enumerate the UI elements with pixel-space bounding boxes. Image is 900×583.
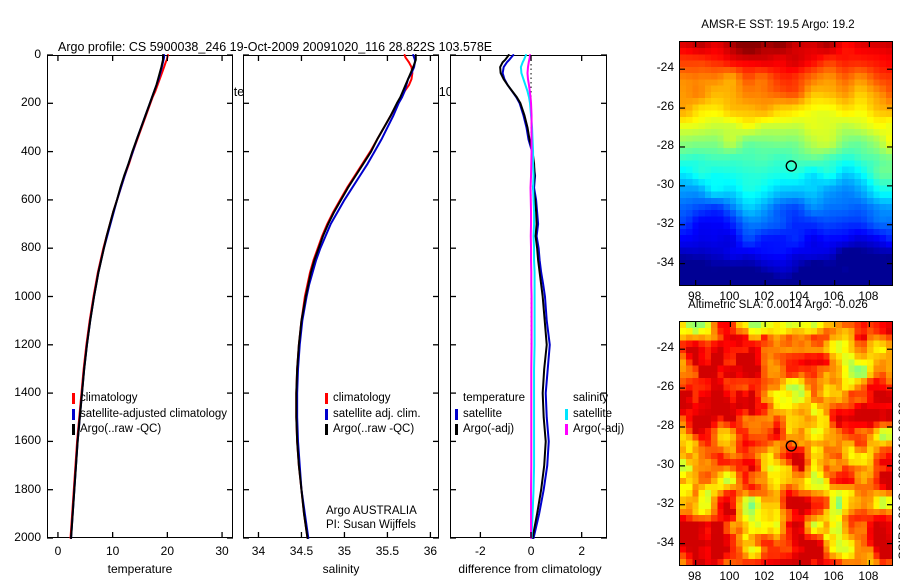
- axis-tick-label: -24: [656, 340, 674, 355]
- legend-color-swatch: [565, 408, 569, 420]
- axis-tick-label: 34: [251, 544, 266, 558]
- axis-tick-label: 1000: [14, 288, 41, 303]
- axis-tick-label: 104: [788, 569, 809, 583]
- legend-item: Argo(-adj): [455, 422, 525, 438]
- axis-tick-label: 600: [20, 191, 41, 206]
- axis-tick-label: 106: [823, 569, 844, 583]
- legend-label: satellite-adjusted climatology: [80, 407, 228, 420]
- csiro-credit: CSIRO 26-Oct-2009 10:30:22: [896, 401, 900, 560]
- legend-label: satellite: [573, 407, 613, 420]
- temperature-axis-label: temperature: [107, 562, 173, 576]
- salinity-profile-panel: [243, 55, 439, 538]
- axis-tick-label: -28: [656, 417, 674, 432]
- legend-color-swatch: [325, 408, 328, 420]
- legend-item: Argo(-adj): [565, 422, 624, 438]
- axis-tick-label: 200: [20, 95, 41, 110]
- salinity-profile-plot: [243, 54, 439, 539]
- legend-label: Argo(-adj): [463, 423, 515, 435]
- axis-tick-label: 400: [20, 143, 41, 158]
- sst-map-title: AMSR-E SST: 19.5 Argo: 19.2: [701, 19, 855, 31]
- salinity-axis-label: salinity: [322, 562, 360, 576]
- sla-map[interactable]: [679, 321, 893, 566]
- legend-item: climatology: [325, 391, 421, 407]
- legend-header: temperature: [463, 392, 526, 404]
- legend-item: satellite: [455, 407, 525, 423]
- axis-tick-label: 1800: [14, 481, 41, 496]
- axis-tick-label: -26: [656, 99, 674, 114]
- difference-axis-label: difference from climatology: [458, 562, 602, 576]
- axis-tick-label: 98: [687, 569, 702, 583]
- salinity-legend: climatology satellite adj. clim. Argo(..ra…: [325, 391, 421, 438]
- legend-color-swatch: [72, 424, 75, 436]
- axis-tick-label: 2000: [14, 530, 41, 544]
- legend-label: Argo(..raw -QC): [80, 423, 162, 435]
- legend-label: satellite: [463, 407, 502, 420]
- axis-tick-label: 35: [337, 544, 352, 558]
- axis-tick-label: 1600: [14, 433, 41, 448]
- axis-tick-label: 30: [215, 544, 229, 558]
- legend-item: satellite: [565, 407, 624, 423]
- legend-label: climatology: [80, 392, 138, 404]
- legend-item: satellite-adjusted climatology: [72, 407, 227, 423]
- legend-column: salinity satellite Argo(-adj): [565, 391, 624, 438]
- legend-column: temperature satellite Argo(-adj): [455, 391, 525, 438]
- legend-color-swatch: [72, 408, 75, 420]
- axis-tick-label: -34: [656, 254, 674, 269]
- temperature-profile-panel: [47, 55, 233, 538]
- sst-map[interactable]: [679, 41, 893, 286]
- axis-tick-label: 100: [719, 289, 740, 303]
- legend-label: climatology: [333, 392, 391, 404]
- temperature-legend: climatology satellite-adjusted climatolog…: [72, 391, 227, 438]
- legend-color-swatch: [325, 424, 328, 436]
- legend-color-swatch: [565, 424, 569, 436]
- axis-tick-label: 35.5: [375, 544, 400, 558]
- axis-tick-label: -2: [475, 544, 486, 558]
- axis-tick-label: 0: [34, 47, 41, 61]
- axis-tick-label: 800: [20, 240, 41, 255]
- axis-tick-label: 104: [788, 289, 809, 303]
- axis-tick-label: 10: [105, 544, 120, 558]
- axis-tick-label: -28: [656, 137, 674, 152]
- axis-tick-label: 108: [858, 569, 879, 583]
- legend-header: salinity: [573, 392, 609, 404]
- legend-item: climatology: [72, 391, 227, 407]
- axis-tick-label: 106: [823, 289, 844, 303]
- difference-profile-plot: [450, 54, 607, 539]
- axis-tick-label: 34.5: [289, 544, 314, 558]
- axis-tick-label: -34: [656, 534, 674, 549]
- axis-tick-label: 102: [754, 289, 775, 303]
- legend-label: Argo(..raw -QC): [333, 423, 415, 435]
- axis-tick-label: 100: [719, 569, 740, 583]
- legend-item: Argo(..raw -QC): [325, 422, 421, 438]
- difference-legend: temperature satellite Argo(-adj) salinity sa…: [455, 391, 624, 438]
- legend-color-swatch: [455, 424, 458, 436]
- legend-color-swatch: [455, 408, 458, 420]
- axis-tick-label: 0: [527, 544, 535, 558]
- legend-label: Argo(-adj): [573, 423, 625, 435]
- axis-tick-label: -24: [656, 60, 674, 75]
- temperature-profile-plot: [47, 54, 233, 539]
- axis-tick-label: 1200: [14, 336, 41, 351]
- legend-item: Argo(..raw -QC): [72, 422, 227, 438]
- axis-tick-label: 0: [54, 544, 62, 558]
- axis-tick-label: -26: [656, 379, 674, 394]
- axis-tick-label: -32: [656, 215, 674, 230]
- axis-tick-label: 36: [423, 544, 438, 558]
- axis-tick-label: 20: [160, 544, 175, 558]
- legend-label: satellite adj. clim.: [333, 407, 421, 420]
- axis-tick-label: 1400: [14, 385, 41, 400]
- argo-australia-annotation: Argo AUSTRALIA PI: Susan Wijffels: [326, 505, 417, 531]
- axis-tick-label: 98: [687, 289, 702, 303]
- legend-color-swatch: [325, 393, 328, 405]
- legend-color-swatch: [72, 393, 75, 405]
- legend-item: satellite adj. clim.: [325, 407, 421, 423]
- axis-tick-label: 2: [578, 544, 586, 558]
- figure-title-line1: Argo profile: CS 5900038_246 19-Oct-2009…: [58, 40, 493, 54]
- axis-tick-label: 108: [858, 289, 879, 303]
- axis-tick-label: -30: [656, 176, 674, 191]
- axis-tick-label: 102: [754, 569, 775, 583]
- sla-map-title: Altimetric SLA: 0.0014 Argo: -0.026: [688, 299, 868, 311]
- axis-tick-label: -32: [656, 495, 674, 510]
- axis-tick-label: -30: [656, 456, 674, 471]
